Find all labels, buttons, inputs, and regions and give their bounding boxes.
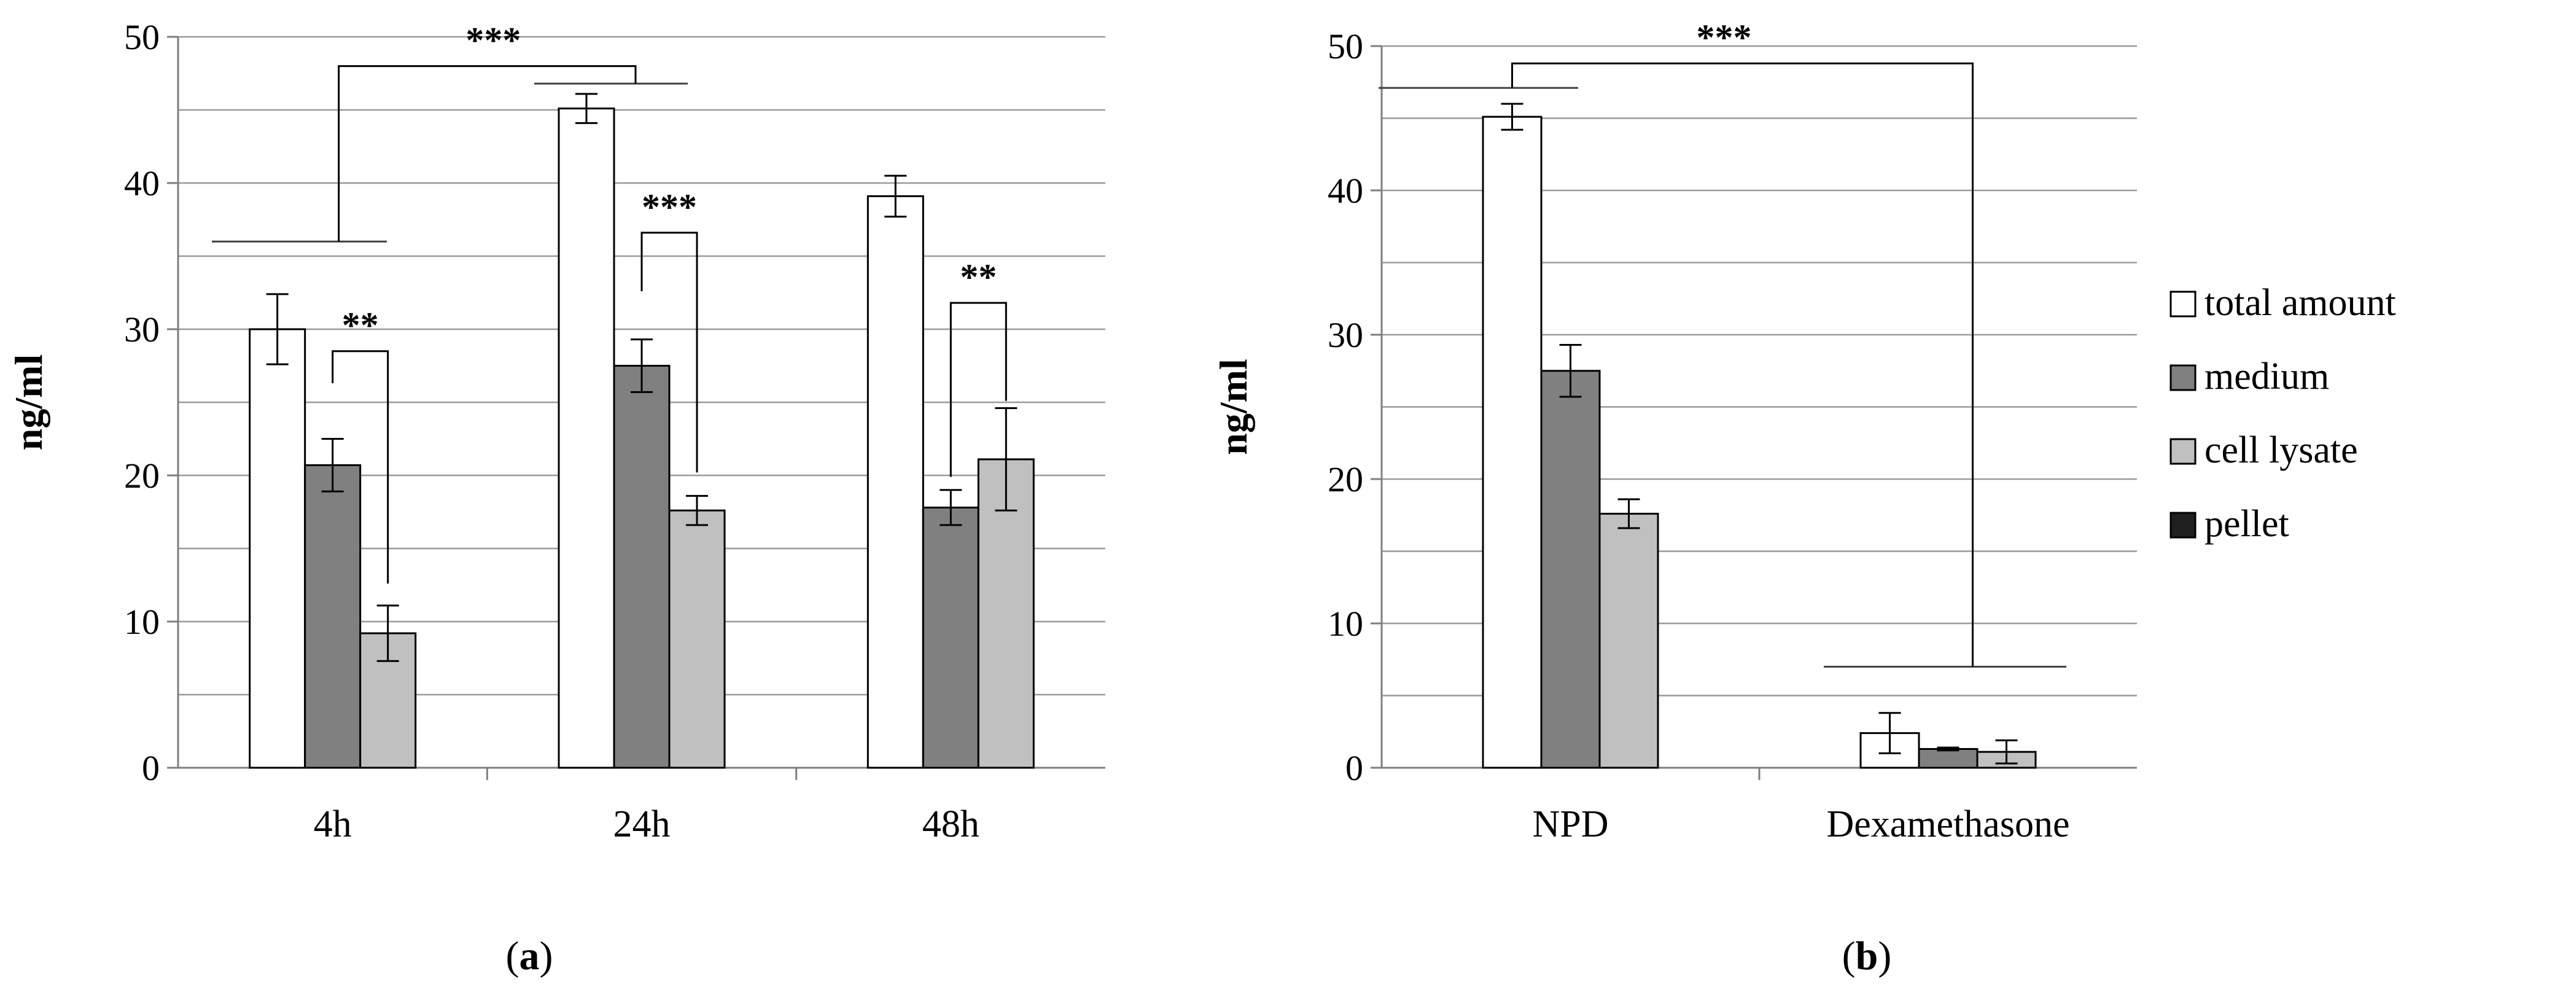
significance-label: ** bbox=[960, 257, 997, 297]
y-tick-label: 40 bbox=[124, 163, 160, 203]
y-tick-label: 20 bbox=[124, 456, 160, 496]
bar-cell-lysate-npd bbox=[1598, 512, 1659, 769]
y-tick-label: 10 bbox=[1328, 604, 1363, 644]
legend-swatch-cell-lysate bbox=[2169, 438, 2197, 465]
legend-label-cell-lysate: cell lysate bbox=[2204, 429, 2358, 471]
panel-label-b: (b) bbox=[1842, 934, 1892, 978]
bar-total-amount-npd bbox=[1482, 115, 1543, 769]
significance-label: ** bbox=[342, 305, 379, 346]
bar-total-amount-24h bbox=[558, 107, 615, 769]
panel-label-a: (a) bbox=[506, 934, 553, 978]
significance-bracket bbox=[640, 232, 698, 473]
category-label-48h: 48h bbox=[922, 803, 979, 845]
bar-medium-24h bbox=[613, 365, 671, 769]
bar-cell-lysate-24h bbox=[668, 509, 726, 769]
y-axis-title: ng/ml bbox=[1212, 359, 1255, 455]
category-label-dexamethasone: Dexamethasone bbox=[1827, 803, 2070, 845]
bar-medium-4h bbox=[304, 464, 362, 769]
legend-label-total-amount: total amount bbox=[2204, 282, 2396, 324]
y-tick-label: 0 bbox=[1345, 748, 1363, 788]
legend-swatch-medium bbox=[2169, 364, 2197, 391]
significance-label: *** bbox=[642, 187, 697, 227]
y-tick-label: 30 bbox=[124, 310, 160, 349]
y-tick-label: 50 bbox=[124, 17, 160, 57]
bar-total-amount-48h bbox=[866, 195, 924, 769]
significance-label: *** bbox=[1697, 17, 1752, 58]
category-label-24h: 24h bbox=[613, 803, 671, 845]
significance-bracket bbox=[1511, 62, 1974, 667]
legend-swatch-total-amount bbox=[2169, 291, 2197, 318]
category-label-npd: NPD bbox=[1532, 803, 1608, 845]
chart-panel-b: 0 10 20 30 40 50 ng/ml NPD Dexamethasone *** bbox=[1212, 17, 2137, 845]
y-tick-label: 0 bbox=[142, 748, 160, 788]
significance-bracket bbox=[332, 350, 389, 584]
y-axis-title: ng/ml bbox=[7, 354, 50, 450]
y-tick-label: 20 bbox=[1328, 459, 1363, 499]
bar-medium-npd bbox=[1540, 370, 1601, 769]
bar-medium-dexamethasone bbox=[1918, 747, 1979, 769]
y-tick-label: 30 bbox=[1328, 315, 1363, 355]
bar-total-amount-4h bbox=[249, 328, 306, 769]
y-tick-label: 40 bbox=[1328, 171, 1363, 211]
legend-label-pellet: pellet bbox=[2204, 503, 2289, 545]
legend: total amount medium cell lysate pellet bbox=[2169, 282, 2396, 545]
bar-medium-48h bbox=[922, 506, 979, 769]
category-label-4h: 4h bbox=[314, 803, 352, 845]
significance-bracket bbox=[338, 65, 637, 242]
y-tick-label: 10 bbox=[124, 602, 160, 642]
y-tick-label: 50 bbox=[1328, 26, 1363, 66]
significance-bracket bbox=[949, 302, 1007, 477]
legend-swatch-pellet bbox=[2169, 512, 2197, 539]
legend-label-medium: medium bbox=[2204, 356, 2329, 397]
significance-label: *** bbox=[465, 20, 521, 61]
